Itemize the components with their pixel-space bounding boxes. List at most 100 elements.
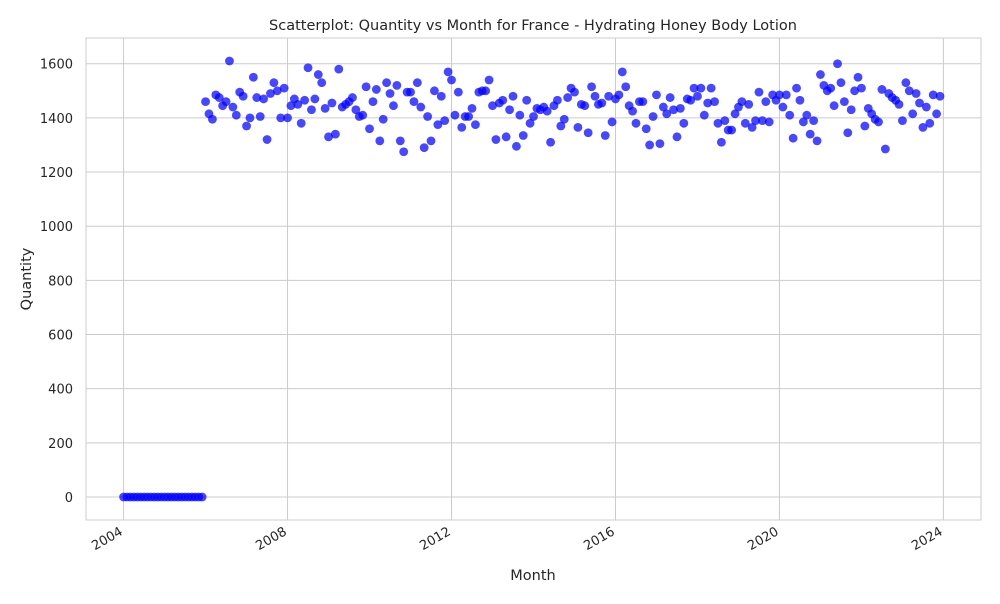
data-point [628,106,637,116]
x-tick-label: 2004 [89,524,125,554]
data-point [491,135,501,144]
data-point [546,137,555,147]
data-point [757,116,767,125]
data-point [385,89,395,98]
data-point [382,78,392,88]
data-point [915,98,924,108]
data-point [785,110,795,120]
data-point [307,105,316,115]
data-point [590,91,600,101]
data-point [617,67,627,77]
data-point [221,97,231,107]
data-point [559,114,569,124]
data-point [276,113,286,123]
x-tick-label: 2020 [745,524,781,554]
data-point [430,86,439,96]
y-axis-label: Quantity [19,247,35,310]
data-point [816,70,825,79]
data-point [334,64,344,74]
data-point [829,101,839,111]
data-point [621,82,631,92]
data-point [713,118,723,128]
data-point [433,120,443,130]
data-point [655,139,665,149]
data-point [587,82,596,92]
data-point [761,97,771,107]
data-point [522,95,532,105]
data-point [658,102,668,112]
data-point [665,93,675,102]
data-point [706,83,716,93]
data-point [778,102,788,112]
data-point [392,80,402,90]
data-point [877,85,887,94]
data-point [573,122,583,132]
data-point [860,121,870,131]
data-point [214,93,224,102]
data-point [508,91,518,101]
data-point [652,90,661,100]
data-point [464,112,473,121]
data-point [269,78,279,88]
data-point [727,125,737,135]
data-point [409,97,419,107]
data-point [925,118,935,128]
data-point [389,101,398,111]
data-point [894,99,904,109]
data-point [911,89,921,98]
data-point [641,124,651,134]
data-point [542,106,552,116]
data-point [238,91,248,101]
data-point [484,75,494,85]
data-point [201,97,210,107]
data-point [908,109,918,119]
data-point [300,95,310,105]
data-point [928,90,938,100]
data-point [607,117,617,127]
data-point [918,122,928,132]
x-tick-label: 2016 [581,524,617,554]
data-point [553,95,562,105]
data-point [798,117,808,127]
data-point [672,132,682,142]
data-point [898,116,907,125]
data-point [631,118,641,128]
data-point [805,129,815,139]
data-point [846,105,856,115]
data-point [207,114,217,124]
data-point [740,118,750,128]
y-tick-label: 1200 [40,166,73,181]
data-point [788,133,798,143]
data-point [703,98,713,108]
data-point [597,98,607,108]
data-point [348,93,357,102]
data-point [686,95,696,105]
data-point [259,94,269,104]
data-point [330,129,340,139]
data-point [471,120,480,130]
data-point [880,144,890,154]
data-point [242,121,251,131]
data-point [450,110,460,120]
data-point [747,122,757,132]
data-point [754,87,764,97]
grid [86,38,981,520]
data-point [245,113,255,123]
data-point [419,143,429,153]
data-point [228,102,238,112]
data-point [303,63,313,73]
data-point [833,59,842,69]
data-point [843,128,853,138]
data-point [365,124,374,134]
data-point [812,136,822,146]
x-axis-label: Month [510,568,555,584]
data-point [874,117,883,127]
data-point [453,87,463,97]
data-point [296,118,306,128]
data-point [371,85,381,94]
data-point [231,110,241,120]
data-point [710,97,719,107]
data-point [286,101,296,111]
data-point [327,98,337,108]
data-point [378,114,388,124]
